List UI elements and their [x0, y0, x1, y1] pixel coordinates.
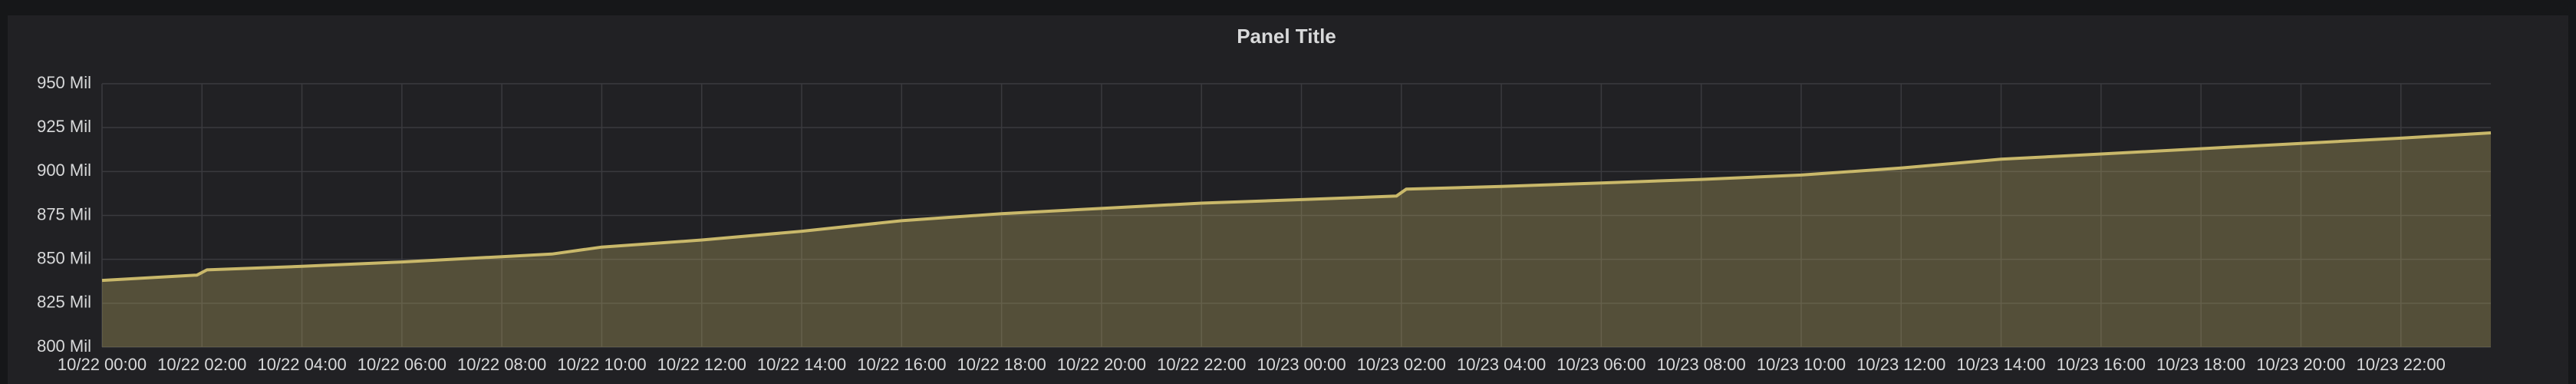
x-tick-label: 10/23 06:00	[1556, 355, 1645, 374]
x-tick-label: 10/22 10:00	[557, 355, 646, 374]
series-area	[102, 133, 2491, 347]
x-tick-label: 10/23 14:00	[1956, 355, 2045, 374]
x-tick-label: 10/22 08:00	[457, 355, 546, 374]
x-tick-label: 10/22 22:00	[1157, 355, 1246, 374]
y-tick-label: 875 Mil	[37, 204, 91, 223]
x-tick-label: 10/23 18:00	[2156, 355, 2245, 374]
x-tick-label: 10/22 16:00	[857, 355, 946, 374]
y-tick-label: 950 Mil	[37, 73, 91, 92]
x-tick-label: 10/23 08:00	[1657, 355, 1746, 374]
x-tick-label: 10/23 20:00	[2256, 355, 2345, 374]
x-tick-label: 10/23 02:00	[1357, 355, 1446, 374]
y-tick-label: 850 Mil	[37, 248, 91, 267]
x-tick-label: 10/22 14:00	[757, 355, 846, 374]
x-tick-label: 10/22 18:00	[957, 355, 1046, 374]
x-tick-label: 10/22 02:00	[157, 355, 246, 374]
x-tick-label: 10/22 00:00	[58, 355, 147, 374]
x-tick-label: 10/23 04:00	[1457, 355, 1546, 374]
y-tick-label: 925 Mil	[37, 117, 91, 136]
y-tick-label: 900 Mil	[37, 161, 91, 180]
x-tick-label: 10/23 00:00	[1257, 355, 1346, 374]
x-tick-label: 10/22 04:00	[257, 355, 346, 374]
x-tick-label: 10/22 20:00	[1057, 355, 1146, 374]
x-tick-label: 10/23 16:00	[2057, 355, 2146, 374]
panel-title: Panel Title	[1237, 25, 1336, 48]
x-tick-label: 10/22 06:00	[357, 355, 446, 374]
series-line	[101, 131, 2492, 283]
y-tick-label: 825 Mil	[37, 293, 91, 312]
x-tick-label: 10/23 12:00	[1856, 355, 1945, 374]
x-tick-label: 10/22 12:00	[657, 355, 746, 374]
y-tick-label: 800 Mil	[37, 336, 91, 356]
x-tick-label: 10/23 10:00	[1757, 355, 1846, 374]
x-tick-label: 10/23 22:00	[2357, 355, 2446, 374]
